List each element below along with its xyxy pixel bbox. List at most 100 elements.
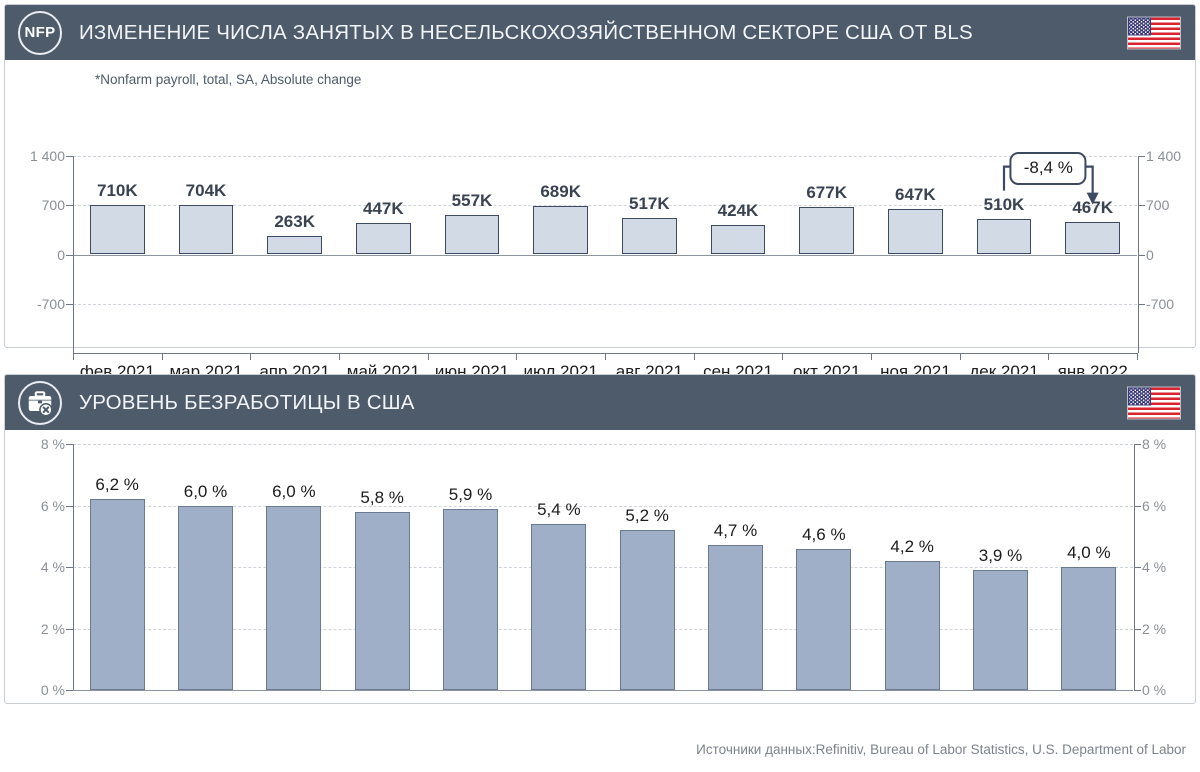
bar — [531, 523, 587, 690]
bar — [887, 208, 943, 255]
y-axis-tick — [1137, 303, 1145, 305]
gridline — [73, 303, 1137, 305]
bar-value-label: 6,0 % — [272, 481, 316, 501]
bar — [973, 570, 1028, 690]
gridline — [73, 205, 1137, 207]
bar-value-label: 4,0 % — [1067, 543, 1111, 562]
data-sources-footer: Источники данных:Refinitiv, Bureau of La… — [696, 742, 1186, 757]
panel-nonfarm-payroll: NFP ИЗМЕНЕНИЕ ЧИСЛА ЗАНЯТЫХ В НЕСЕЛЬСКОХ… — [4, 4, 1196, 381]
y-axis-tick-label: 4 % — [1142, 559, 1167, 575]
bar-value-label: 5,2 % — [625, 506, 669, 526]
y-axis-tick — [65, 505, 73, 507]
bar — [799, 206, 855, 255]
bar-value-label: 5,9 % — [448, 484, 493, 504]
gridline — [73, 567, 1133, 568]
y-axis-tick — [1133, 690, 1141, 691]
bar — [267, 235, 323, 255]
bar — [533, 206, 589, 255]
x-axis-tick — [871, 353, 872, 360]
bar-value-label: 677K — [806, 182, 847, 202]
gridline — [73, 156, 1137, 157]
y-axis-tick-label: -700 — [1146, 295, 1175, 312]
us-flag-icon — [1127, 386, 1181, 419]
x-axis-ticks-nonfarm — [73, 353, 1138, 360]
y-axis-tick-label: 700 — [41, 197, 65, 214]
y-axis-tick — [65, 444, 73, 445]
bar-value-label: 3,9 % — [978, 546, 1023, 566]
x-axis-tick — [605, 353, 606, 360]
x-axis-tick — [339, 353, 340, 360]
bar-value-label: 517K — [629, 194, 670, 214]
y-axis-tick — [65, 205, 73, 207]
plot-area-nonfarm: 710K 704K 263K 447K 557K 689K 517K 424K 677K 647K… — [65, 151, 1145, 353]
y-axis-tick — [1137, 205, 1145, 207]
baseline — [73, 690, 1133, 691]
bar-value-label: 424K — [717, 200, 759, 220]
bar — [443, 508, 498, 690]
y-axis-tick-label: 2 % — [1142, 620, 1167, 637]
y-axis-tick-label: 4 % — [40, 559, 65, 575]
chart-subnote-nonfarm: *Nonfarm payroll, total, SA, Absolute ch… — [95, 72, 362, 87]
bar — [266, 505, 322, 690]
bar-value-label: 557K — [451, 191, 493, 211]
y-axis-tick — [1137, 156, 1145, 157]
y-axis-tick — [65, 254, 73, 256]
gridline — [73, 628, 1133, 630]
y-axis-tick — [1137, 254, 1145, 256]
bar — [354, 511, 410, 690]
chart-unemployment-rate: 8 % 6 % 4 % 2 % 0 % 8 % 6 % 4 % 2 % 0 % 6,2 % 6,0… — [5, 430, 1195, 703]
bar-value-label: 5,4 % — [537, 499, 581, 519]
bar — [884, 560, 940, 690]
x-axis-line — [73, 353, 1137, 354]
bar — [89, 499, 145, 690]
bar-value-label: 263K — [274, 211, 315, 231]
y-axis-tick-label: 8 % — [40, 436, 65, 452]
y-axis-tick-label: 700 — [1146, 197, 1170, 214]
bar — [1065, 221, 1121, 255]
y-axis-tick-label: 8 % — [1142, 436, 1167, 452]
nfp-logo-icon: NFP — [18, 10, 62, 55]
panel-header-nonfarm-payroll: NFP ИЗМЕНЕНИЕ ЧИСЛА ЗАНЯТЫХ В НЕСЕЛЬСКОХ… — [5, 5, 1195, 60]
bar — [796, 548, 852, 690]
x-axis-tick — [959, 353, 961, 360]
y-axis-tick-label: 0 % — [40, 682, 65, 698]
chart-nonfarm-payroll: *Nonfarm payroll, total, SA, Absolute ch… — [5, 60, 1195, 381]
bar — [444, 215, 500, 255]
bar-value-label: 647K — [895, 184, 936, 204]
gridline — [73, 505, 1133, 507]
y-axis-tick — [65, 628, 73, 630]
panel-title-unemployment: УРОВЕНЬ БЕЗРАБОТИЦЫ В США — [79, 390, 415, 414]
x-axis-tick — [782, 353, 784, 360]
bar-value-label: 4,2 % — [890, 536, 934, 556]
bar-value-label: 447K — [363, 199, 404, 219]
y-axis-tick — [65, 690, 73, 691]
panel-header-unemployment: УРОВЕНЬ БЕЗРАБОТИЦЫ В США — [5, 375, 1195, 430]
x-axis-tick — [1137, 353, 1138, 360]
bar-value-label: 5,8 % — [360, 487, 404, 507]
gridline — [73, 444, 1133, 445]
y-axis-tick-label: 0 — [57, 246, 65, 263]
y-axis-tick-label: 6 % — [1142, 497, 1167, 514]
y-axis-tick — [1133, 505, 1141, 507]
bar — [355, 223, 411, 255]
y-axis-tick-label: -700 — [36, 295, 65, 312]
bar — [89, 204, 145, 255]
x-axis-tick — [161, 353, 163, 360]
bar-value-label: 4,7 % — [713, 521, 758, 541]
y-axis-tick — [1133, 444, 1141, 445]
bar-value-label: 467K — [1072, 197, 1113, 217]
x-axis-tick — [427, 353, 429, 360]
annotation-value-badge: -8,4 % — [1009, 151, 1087, 185]
flag-canton — [1128, 17, 1151, 35]
bar — [621, 218, 677, 255]
bar-value-label: 4,6 % — [802, 524, 846, 544]
y-axis-tick-label: 1 400 — [29, 148, 65, 164]
y-axis-left — [72, 444, 74, 690]
bar — [710, 224, 766, 255]
bar-value-label: 689K — [540, 182, 581, 202]
flag-canton — [1128, 387, 1151, 405]
y-axis-tick — [65, 156, 73, 157]
y-axis-tick — [1133, 567, 1141, 568]
y-axis-tick-label: 2 % — [40, 620, 65, 637]
annotation-bracket-icon — [1002, 165, 1099, 205]
